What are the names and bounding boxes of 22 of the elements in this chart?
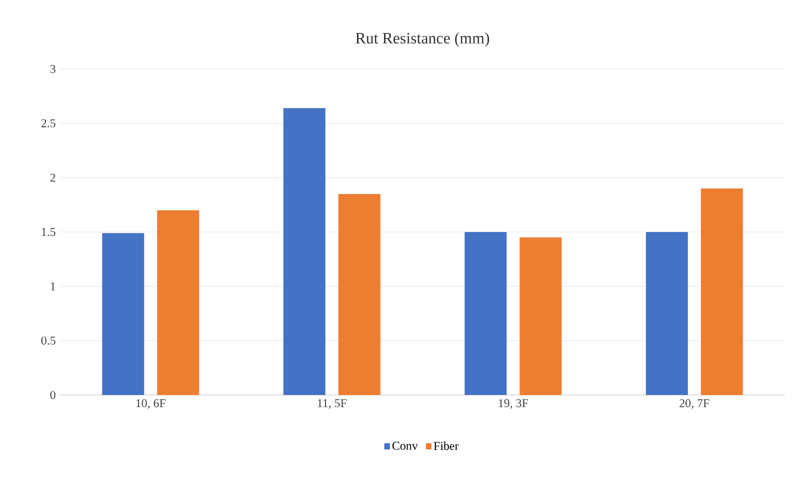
y-tick-label: 1.5 (42, 228, 56, 236)
x-tick-label: 10, 6F (136, 399, 166, 409)
bar (338, 194, 380, 395)
x-tick-label: 11, 5F (318, 399, 346, 409)
bar (102, 233, 144, 395)
x-tick-label: 19, 3F (498, 399, 528, 409)
bar (283, 108, 326, 395)
y-tick-label: 2.5 (41, 119, 56, 128)
y-tick-label: 1 (50, 282, 56, 290)
y-tick-label: 0 (50, 390, 56, 400)
bar (646, 232, 688, 395)
legend-label: Conv (392, 442, 418, 450)
x-tick-label: 20, 7F (680, 399, 710, 409)
legend-label: Fiber (434, 442, 459, 450)
bar (157, 210, 200, 395)
y-tick-label: 2 (50, 174, 56, 182)
bar (700, 188, 743, 395)
bar (520, 237, 562, 395)
bar (464, 232, 507, 395)
y-tick-label: 0.5 (41, 336, 56, 345)
y-tick-label: 3 (50, 64, 56, 73)
chart-title: Rut Resistance (mm) (356, 32, 490, 47)
